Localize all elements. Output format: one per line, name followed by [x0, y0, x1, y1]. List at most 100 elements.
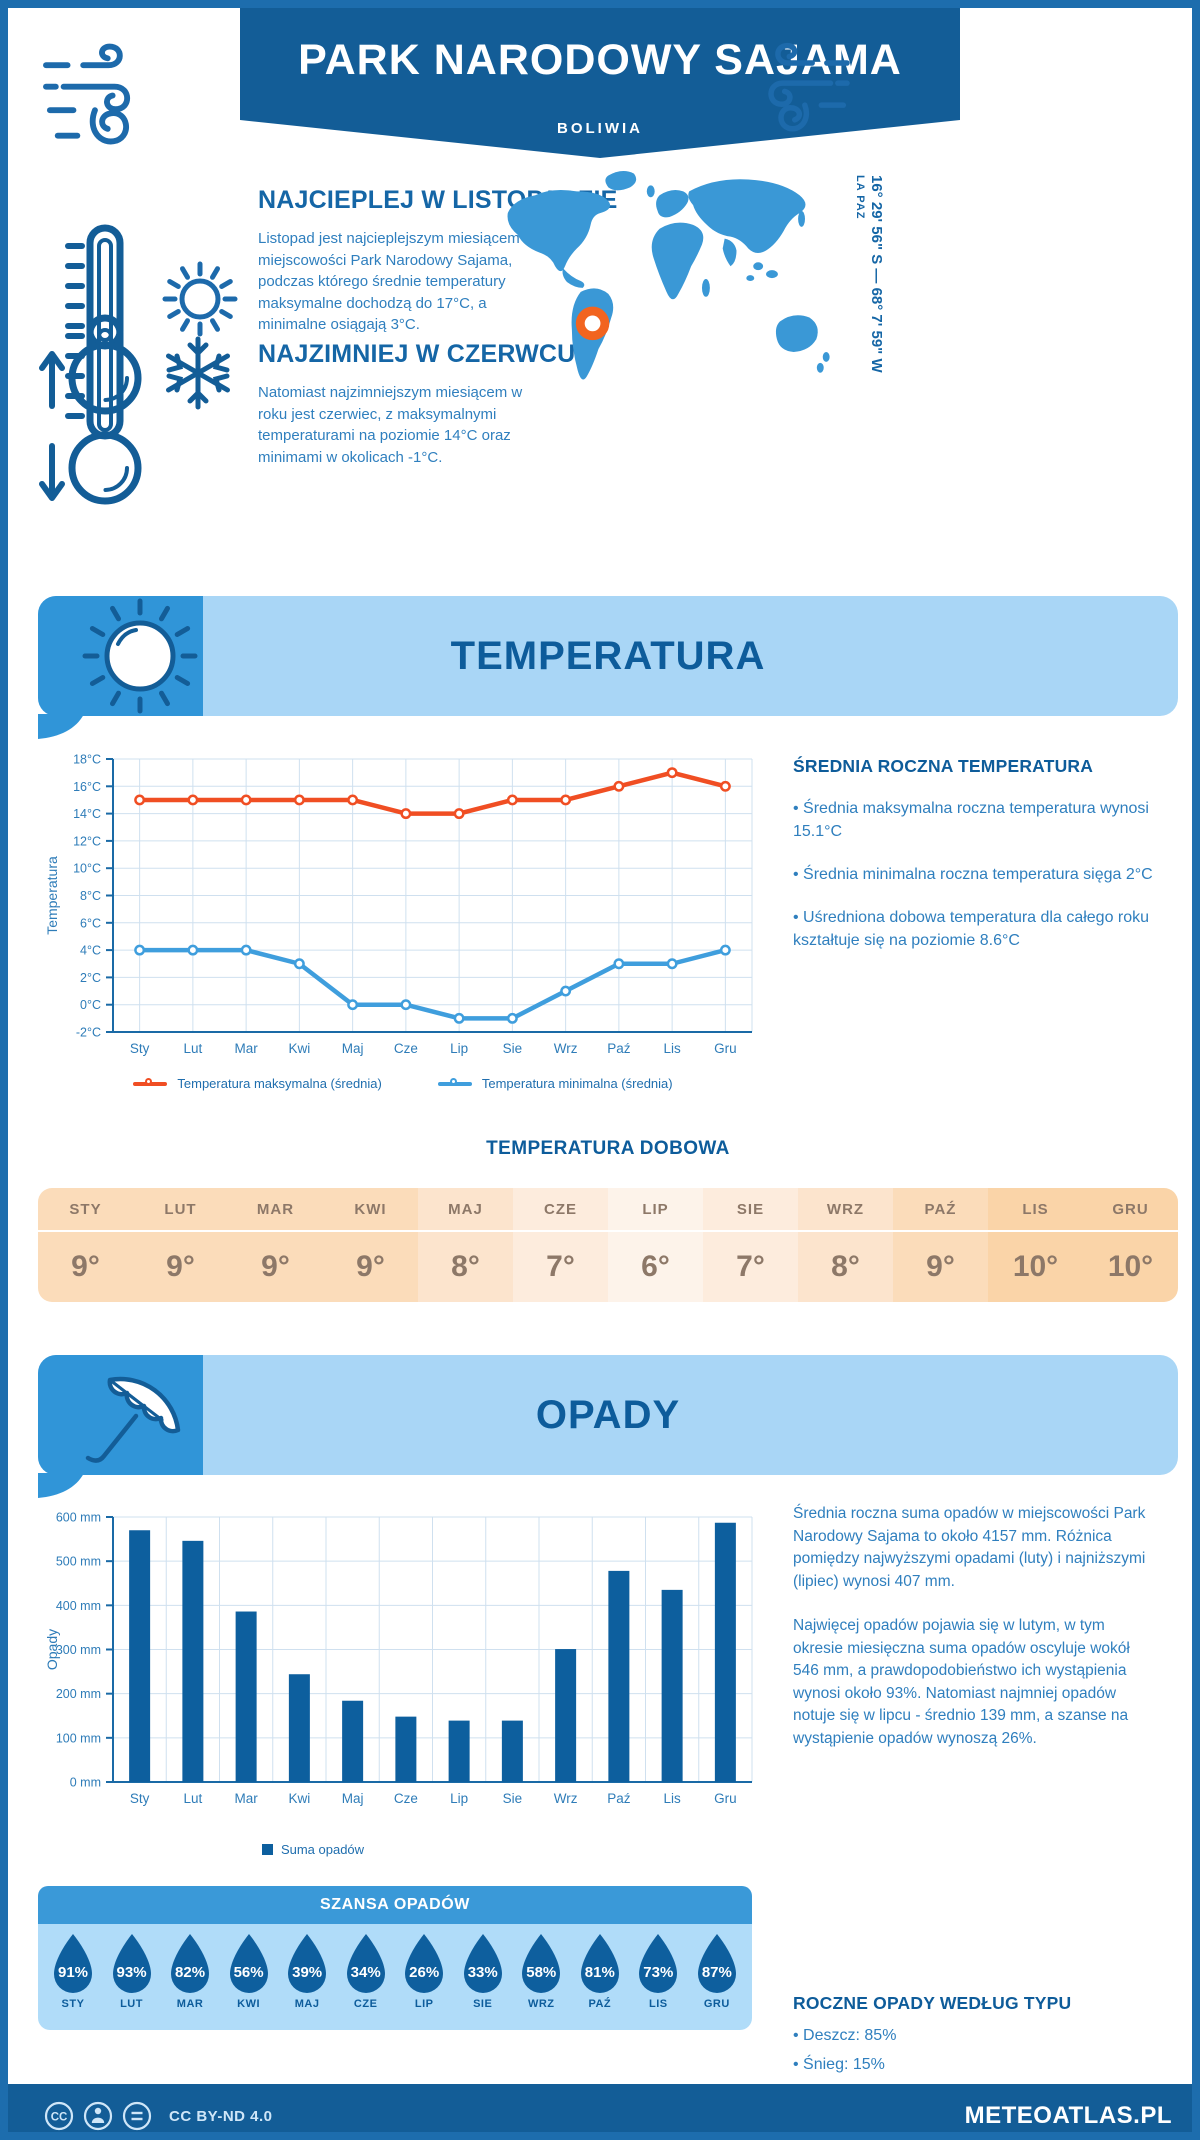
annual-temp-bullet-2: Średnia minimalna roczna temperatura się…: [793, 863, 1155, 886]
daily-temp-month: MAR: [256, 1200, 295, 1218]
x-tick-Lut: Lut: [183, 1041, 202, 1056]
precip-legend-swatch: [261, 1844, 273, 1855]
water-drop-icon: [112, 1934, 151, 1993]
x-tick-Gru: Gru: [714, 1041, 737, 1056]
rain-chance-WRZ: 58% WRZ: [517, 1933, 565, 2030]
rain-chance-header: SZANSA OPADÓW: [38, 1886, 752, 1924]
daily-temp-month: STY: [69, 1200, 102, 1218]
daily-temp-value: 9°: [893, 1230, 988, 1302]
temp-point: [560, 985, 572, 997]
coldest-heading: NAJZIMNIEJ W CZERWCU: [258, 340, 576, 368]
daily-temp-value: 9°: [228, 1230, 323, 1302]
precip-bar-Gru: [714, 1522, 736, 1782]
temp-point: [453, 1012, 465, 1024]
coldest-text: Natomiast najzimniejszym miesiącem w rok…: [258, 384, 523, 466]
water-drop-icon: [697, 1934, 736, 1993]
water-drop-icon: [171, 1934, 210, 1993]
temp-point: [134, 944, 146, 956]
daily-temp-month: WRZ: [826, 1200, 865, 1218]
drop-month: STY: [61, 1998, 85, 2010]
temp-point: [347, 794, 359, 806]
water-drop-icon: [346, 1934, 385, 1993]
annual-temp-block: ŚREDNIA ROCZNA TEMPERATURA Średnia maksy…: [793, 756, 1155, 952]
drop-month: LIP: [414, 1998, 434, 2010]
rain-chance-LIS: 73% LIS: [634, 1933, 682, 2030]
x-tick-Lip: Lip: [450, 1041, 468, 1056]
x-tick-Paź: Paź: [607, 1791, 631, 1806]
daily-temp-column-LIS: LIS 10°: [988, 1188, 1083, 1302]
daily-temp-month: LIP: [642, 1200, 669, 1218]
svg-text:0°C: 0°C: [80, 998, 101, 1012]
x-tick-Wrz: Wrz: [554, 1041, 578, 1056]
sun-icon: [162, 261, 238, 337]
drop-month: LIS: [649, 1998, 668, 2010]
precip-bar-Cze: [395, 1716, 417, 1782]
water-drop-icon: [580, 1934, 619, 1993]
drop-percentage: 81%: [584, 1964, 615, 1981]
temp-point: [240, 794, 252, 806]
rain-chance-LIP: 26% LIP: [400, 1933, 448, 2030]
daily-temp-value: 6°: [608, 1230, 703, 1302]
precip-paragraph-1: Średnia roczna suma opadów w miejscowośc…: [793, 1505, 1146, 1590]
temp-point: [666, 958, 678, 970]
water-drop-icon: [522, 1934, 561, 1993]
legend-item-min: Temperatura minimalna (średnia): [437, 1076, 673, 1091]
precip-banner: OPADY: [38, 1355, 1178, 1475]
daily-temp-month: MAJ: [448, 1200, 483, 1218]
x-tick-Cze: Cze: [394, 1791, 418, 1806]
precip-bar-Lut: [182, 1540, 204, 1782]
daily-temp-value: 8°: [418, 1230, 513, 1302]
daily-temp-value: 9°: [323, 1230, 418, 1302]
temp-point: [240, 944, 252, 956]
temp-point: [134, 794, 146, 806]
world-map: [507, 171, 830, 380]
temp-point: [506, 1012, 518, 1024]
svg-text:4°C: 4°C: [80, 944, 101, 958]
drop-percentage: 82%: [175, 1964, 206, 1981]
x-tick-Sie: Sie: [503, 1041, 523, 1056]
precip-bar-Sie: [501, 1720, 523, 1782]
precip-type-block: ROCZNE OPADY WEDŁUG TYPU Deszcz: 85% Śni…: [793, 1993, 1155, 2076]
daily-temp-value: 10°: [988, 1230, 1083, 1302]
precip-text-block: Średnia roczna suma opadów w miejscowośc…: [793, 1503, 1155, 1772]
precip-title: OPADY: [535, 1393, 681, 1437]
footer: CC CC BY-ND 4.0 METEOATLAS.PL: [8, 2084, 1192, 2132]
water-drop-icon: [405, 1934, 444, 1993]
coordinates-label: 16° 29' 56" S — 68° 7' 59" W: [868, 175, 885, 373]
temperature-banner: TEMPERATURA: [38, 596, 1178, 716]
svg-text:6°C: 6°C: [80, 916, 101, 930]
drop-month: LUT: [120, 1998, 143, 2010]
umbrella-icon: [85, 1376, 181, 1463]
daily-temp-month: PAŹ: [924, 1200, 957, 1218]
drop-month: MAR: [176, 1998, 204, 2010]
x-tick-Lut: Lut: [183, 1791, 202, 1806]
sun-banner-icon: [82, 598, 198, 714]
x-tick-Mar: Mar: [235, 1041, 259, 1056]
y-axis-label: Temperatura: [44, 856, 60, 935]
x-tick-Lis: Lis: [663, 1041, 681, 1056]
temp-point: [613, 958, 625, 970]
svg-text:600 mm: 600 mm: [56, 1511, 101, 1525]
attribution-icon: [83, 2101, 113, 2131]
svg-text:0 mm: 0 mm: [70, 1776, 101, 1790]
drop-month: PAŹ: [588, 1998, 612, 2010]
daily-temp-month: CZE: [544, 1200, 577, 1218]
daily-temp-value: 9°: [133, 1230, 228, 1302]
daily-temp-column-CZE: CZE 7°: [513, 1188, 608, 1302]
x-tick-Mar: Mar: [235, 1791, 259, 1806]
drop-percentage: 91%: [57, 1964, 89, 1981]
max-temp-line: [137, 770, 728, 816]
drop-month: KWI: [237, 1998, 261, 2010]
drop-percentage: 58%: [526, 1964, 557, 1981]
x-tick-Gru: Gru: [714, 1791, 737, 1806]
legend-min-label: Temperatura minimalna (średnia): [481, 1076, 673, 1091]
temp-point: [560, 794, 572, 806]
drop-percentage: 33%: [467, 1964, 498, 1981]
city-label: LA PAZ: [854, 175, 866, 220]
temperature-chart: -2°C 0°C 2°C 4°C 6°C 8°C 10°C 12°C 14°C 16°C 18°C S…: [44, 753, 753, 1056]
precip-paragraph-2: Najwięcej opadów pojawia się w lutym, w …: [793, 1617, 1130, 1747]
x-tick-Kwi: Kwi: [288, 1041, 310, 1056]
drop-month: SIE: [473, 1998, 493, 2010]
thermometer-down-icon: [39, 314, 142, 505]
